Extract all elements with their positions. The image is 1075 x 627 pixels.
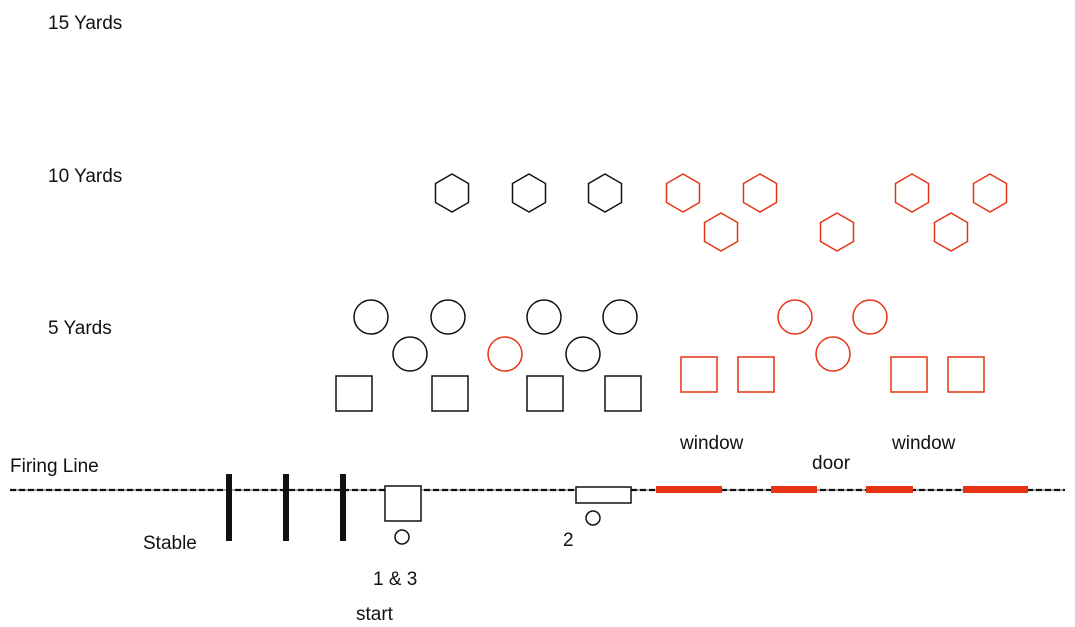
hexagon-target xyxy=(434,173,470,213)
circle-targets xyxy=(353,299,888,372)
door-opening xyxy=(771,486,817,493)
hexagon-target xyxy=(703,212,739,252)
square-target xyxy=(335,375,373,412)
label-10-yards: 10 Yards xyxy=(48,166,122,187)
label-position-2: 2 xyxy=(563,530,574,551)
square-target xyxy=(604,375,642,412)
hexagon-target xyxy=(972,173,1008,213)
square-targets xyxy=(335,356,985,412)
label-window-right: window xyxy=(891,433,956,454)
position-marker-2 xyxy=(585,510,601,526)
square-target xyxy=(431,375,469,412)
window-right-opening-b xyxy=(963,486,1028,493)
circle-target xyxy=(430,299,466,335)
table-box-2 xyxy=(575,486,632,504)
square-target xyxy=(526,375,564,412)
hexagon-target xyxy=(894,173,930,213)
hexagon-target xyxy=(587,173,623,213)
square-target-red xyxy=(947,356,985,393)
label-start: start xyxy=(356,604,394,625)
square-target-red xyxy=(737,356,775,393)
label-firing-line: Firing Line xyxy=(10,456,99,477)
circle-target-red xyxy=(815,336,851,372)
circle-target xyxy=(565,336,601,372)
hexagon-targets xyxy=(434,173,1008,252)
label-5-yards: 5 Yards xyxy=(48,318,112,339)
stable-post xyxy=(226,474,232,541)
circle-target-red xyxy=(777,299,813,335)
hexagon-target xyxy=(933,212,969,252)
square-target-red xyxy=(890,356,928,393)
stable-post xyxy=(283,474,289,541)
building-openings xyxy=(656,486,1028,493)
label-15-yards: 15 Yards xyxy=(48,13,122,34)
hexagon-target xyxy=(742,173,778,213)
circle-target xyxy=(353,299,389,335)
label-stable: Stable xyxy=(143,533,197,554)
circle-target xyxy=(602,299,638,335)
circle-target-red xyxy=(487,336,523,372)
window-right-opening-a xyxy=(866,486,913,493)
circle-target-red xyxy=(852,299,888,335)
square-target-red xyxy=(680,356,718,393)
hexagon-target xyxy=(511,173,547,213)
hexagon-target xyxy=(665,173,701,213)
position-marker-1-3 xyxy=(394,529,410,545)
shooting-box-1-3 xyxy=(384,485,422,522)
window-left-opening xyxy=(656,486,722,493)
hexagon-target xyxy=(819,212,855,252)
circle-target xyxy=(392,336,428,372)
stable-post xyxy=(340,474,346,541)
label-position-1-3: 1 & 3 xyxy=(373,569,417,590)
label-door: door xyxy=(812,453,851,474)
stable-posts xyxy=(226,474,346,541)
circle-target xyxy=(526,299,562,335)
label-window-left: window xyxy=(679,433,744,454)
